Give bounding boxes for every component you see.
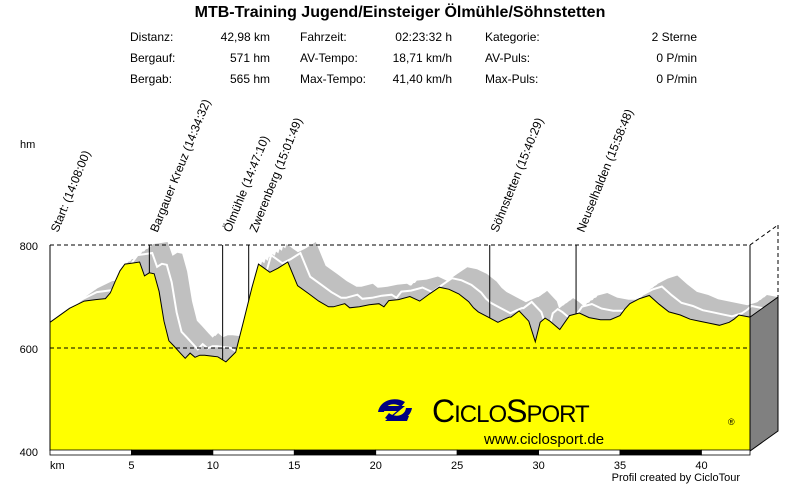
y-tick-label: 400 xyxy=(20,447,38,459)
x-scale-segment xyxy=(293,449,377,456)
elevation-area xyxy=(50,262,750,451)
stat-label: Kategorie: xyxy=(485,30,540,44)
waypoint-label: Neuselhalden (15:58:48) xyxy=(574,107,636,234)
stat-label: AV-Tempo: xyxy=(300,51,358,65)
x-scale-segment xyxy=(49,449,132,456)
elevation-area-layer xyxy=(49,261,751,451)
waypoint-label: Bargauer Kreuz (14:34:32) xyxy=(147,97,213,234)
stat-value: 0 P/min xyxy=(656,72,697,86)
side-face xyxy=(749,296,779,452)
stat-value: 02:23:32 h xyxy=(395,30,452,44)
x-axis-label: km xyxy=(50,460,65,472)
shadow-mask-left xyxy=(0,0,50,486)
x-tick-label: 5 xyxy=(128,460,134,472)
x-scale-segment xyxy=(701,449,751,456)
stat-label: AV-Puls: xyxy=(485,51,531,65)
chart-title: MTB-Training Jugend/Einsteiger Ölmühle/S… xyxy=(194,4,606,21)
stat-label: Distanz: xyxy=(130,30,174,44)
stat-label: Fahrzeit: xyxy=(300,30,347,44)
logo-swoosh-icon xyxy=(378,399,412,421)
stat-value: 571 hm xyxy=(229,51,270,65)
x-scale-segment xyxy=(456,449,539,456)
y-tick-label: 600 xyxy=(20,344,38,356)
x-tick-label: 20 xyxy=(370,460,382,472)
x-scale-segment xyxy=(131,449,214,456)
axis-layer: 400 600 800 hm km 5 10 15 20 25 30 35 40 xyxy=(20,139,751,472)
x-tick-label: 35 xyxy=(614,460,626,472)
stat-value: 42,98 km xyxy=(220,30,270,44)
x-tick-label: 15 xyxy=(288,460,300,472)
gridline-depth-800 xyxy=(749,224,779,246)
x-scale-segment xyxy=(538,449,621,456)
logo-brand-text: CICLOSPORT xyxy=(432,393,590,429)
stat-label: Bergab: xyxy=(130,72,173,86)
y-tick-label: 800 xyxy=(20,241,38,253)
stat-value: 18,71 km/h xyxy=(392,51,452,65)
stat-value: 41,40 km/h xyxy=(392,72,452,86)
x-tick-label: 30 xyxy=(532,460,544,472)
ciclosport-logo: CICLOSPORT ® www.ciclosport.de xyxy=(378,393,735,448)
stat-value: 0 P/min xyxy=(656,51,697,65)
waypoint-label: Start: (14:08:00) xyxy=(48,148,93,234)
x-tick-label: 10 xyxy=(207,460,219,472)
footer-credit: Profil created by CicloTour xyxy=(611,472,740,484)
logo-url-text: www.ciclosport.de xyxy=(483,431,604,448)
stat-label: Bergauf: xyxy=(130,51,176,65)
frame-3d-layer xyxy=(49,245,779,452)
y-axis-label: hm xyxy=(20,139,35,151)
stat-value: 565 hm xyxy=(229,72,270,86)
logo-registered-mark: ® xyxy=(728,417,735,427)
x-tick-label: 40 xyxy=(695,460,707,472)
x-scale-segment xyxy=(375,449,458,456)
x-scale-segment xyxy=(212,449,295,456)
stat-label: Max-Tempo: xyxy=(300,72,367,86)
x-scale-segment xyxy=(619,449,702,456)
stat-label: Max-Puls: xyxy=(485,72,539,86)
stat-value: 2 Sterne xyxy=(651,30,697,44)
x-tick-label: 25 xyxy=(451,460,463,472)
elevation-line xyxy=(49,261,751,363)
waypoint-label: Söhnstetten (15:40:29) xyxy=(488,116,547,234)
